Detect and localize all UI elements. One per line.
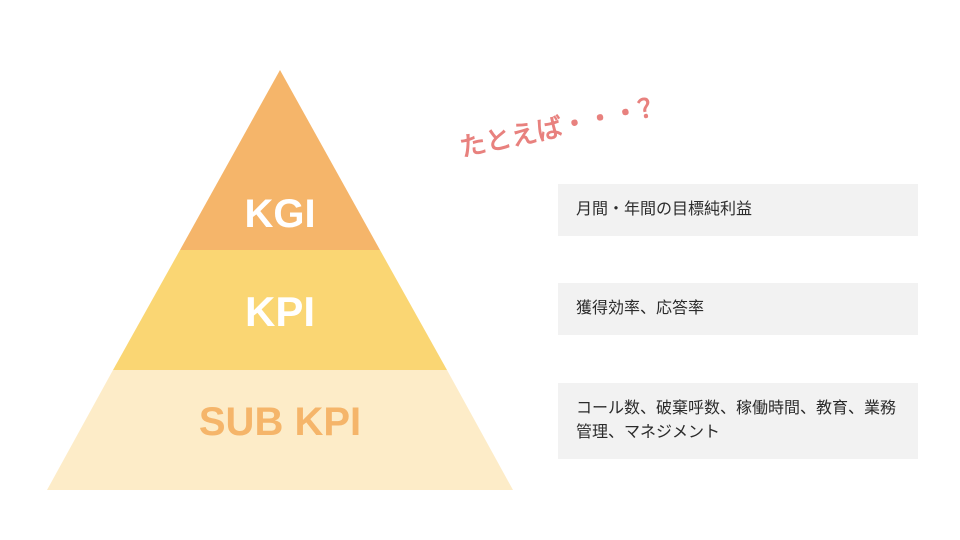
description-kgi: 月間・年間の目標純利益 — [558, 184, 918, 236]
description-subkpi: コール数、破棄呼数、稼働時間、教育、業務管理、マネジメント — [558, 383, 918, 459]
description-kpi: 獲得効率、応答率 — [558, 283, 918, 335]
pyramid-label-kgi: KGI — [20, 192, 540, 237]
pyramid-label-kpi: KPI — [20, 288, 540, 336]
pyramid-label-subkpi: SUB KPI — [20, 400, 540, 445]
